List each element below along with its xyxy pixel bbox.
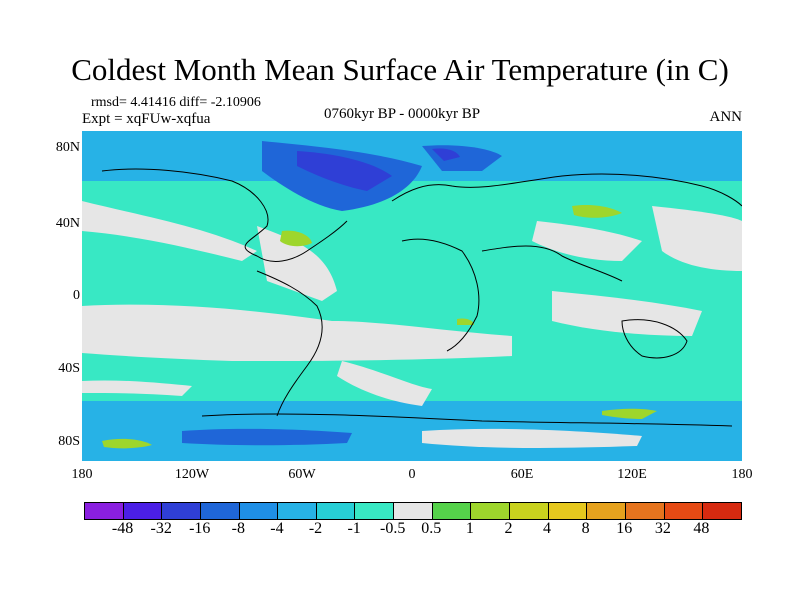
lat-label-40s: 40S [58,361,80,376]
colorbar-label: 32 [654,520,671,537]
warm-anomaly-regions [102,204,657,449]
colorbar-bin [355,503,395,519]
colorbar-label: 8 [581,520,590,537]
lon-label-60w: 60W [288,467,316,482]
lon-label-180e: 180 [731,467,753,482]
lat-label-40n: 40N [55,216,80,231]
strong-cold-regions [297,148,460,191]
map-canvas [82,131,742,461]
stats-text: rmsd= 4.41416 diff= -2.10906 [91,95,261,110]
colorbar-label: 2 [504,520,513,537]
lon-label-0: 0 [408,467,416,482]
colorbar-bin [587,503,626,519]
colorbar-bin [123,503,163,519]
colorbar-bin [664,503,704,519]
colorbar-label: 48 [693,520,710,537]
colorbar-bin [703,503,741,519]
colorbar-label: 0.5 [421,520,442,537]
colorbar-bin [394,503,433,519]
lon-label-120w: 120W [174,467,210,482]
experiment-label: Expt = xqFUw-xqfua [82,111,211,127]
lon-label-120e: 120E [617,467,647,482]
colorbar-label: 1 [465,520,474,537]
colorbar-bin [85,503,124,519]
lat-label-0: 0 [73,288,80,303]
coastlines [101,168,742,427]
lon-label-180w: 180 [71,467,93,482]
colorbar-bin [471,503,511,519]
colorbar-bin [510,503,549,519]
lat-label-80n: 80N [55,140,80,155]
lon-label-60e: 60E [510,467,534,482]
map-title: Coldest Month Mean Surface Air Temperatu… [71,52,729,87]
colorbar-label: 4 [543,520,552,537]
colorbar-label: -4 [270,520,284,537]
colorbar-bin [278,503,317,519]
colorbar-label: 16 [616,520,633,537]
colorbar-bin [162,503,201,519]
colorbar-label: -2 [308,520,323,537]
colorbar-bin [200,503,240,519]
colorbar-bin [625,503,665,519]
colorbar-label: -16 [189,520,211,537]
colorbar-bin [548,503,588,519]
colorbar-bin [239,503,279,519]
colorbar-label: -8 [231,520,245,537]
colorbar-label: -0.5 [380,520,406,537]
lat-label-80s: 80S [58,434,80,449]
near-zero-regions [82,201,742,448]
period-label: 0760kyr BP - 0000kyr BP [323,106,481,122]
colorbar [84,502,742,520]
colorbar-bin [316,503,356,519]
colorbar-label: -48 [111,520,134,537]
colorbar-bin [432,503,472,519]
colorbar-label: -1 [347,520,361,537]
colorbar-label: -32 [150,520,172,537]
season-label: ANN [709,109,743,125]
world-map [82,131,742,461]
